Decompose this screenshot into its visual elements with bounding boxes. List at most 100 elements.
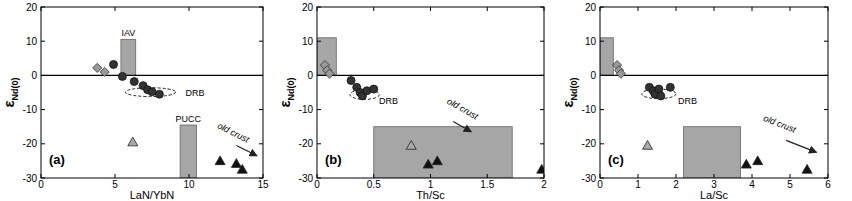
y-tick-label: -10 [582,104,597,115]
region-label: IAV [121,28,135,38]
y-tick-label: 20 [302,2,314,13]
y-tick [317,75,321,76]
point [325,69,334,78]
y-tick [540,143,544,144]
point [130,78,138,86]
region [180,125,196,178]
panel: 051015-30-20-1001020LaN/YbNεNd(0)(a)IAVP… [0,2,269,201]
y-axis-label: εNd(0) [0,77,20,107]
x-tick-label: 0.5 [367,179,381,190]
y-tick [317,109,321,110]
y-axis-label: εNd(0) [276,77,296,107]
point [118,72,126,80]
y-tick-label: -20 [299,138,314,149]
point [128,137,138,146]
x-tick [752,174,753,178]
ellipse-label: DRB [379,96,398,106]
point [155,90,163,98]
figure: 051015-30-20-1001020LaN/YbNεNd(0)(a)IAVP… [0,0,852,201]
y-tick-label: 0 [307,70,313,81]
point [643,141,653,150]
y-tick-label: -10 [23,104,38,115]
y-tick [259,75,263,76]
x-tick-label: 1.5 [480,179,494,190]
y-tick [824,178,828,179]
y-tick-label: -30 [23,173,38,184]
x-tick-label: 2 [673,179,679,190]
x-tick [828,174,829,178]
x-tick-label: 4 [749,179,755,190]
x-tick [373,174,374,178]
y-axis-label-part: ε [0,100,17,107]
y-tick-label: -20 [582,138,597,149]
frame [41,7,263,178]
x-tick [790,174,791,178]
arrow [236,146,257,156]
y-axis-label-part: Nd(0) [286,77,296,100]
y-tick [824,41,828,42]
panel: 00.511.52-30-20-1001020Th/ScεNd(0)(b)DRB… [276,2,547,201]
y-tick [41,75,45,76]
x-tick [676,174,677,178]
point [432,156,442,165]
y-tick-label: 10 [302,36,314,47]
x-tick-label: 0 [38,179,44,190]
y-tick [540,75,544,76]
ellipse-label: DRB [185,88,204,98]
x-tick [189,174,190,178]
arrow [786,140,816,152]
series [93,63,110,76]
y-tick-label: -30 [299,173,314,184]
series [645,83,674,100]
y-axis-label-part: ε [276,100,293,107]
x-tick [487,174,488,178]
series [643,141,653,150]
x-tick [373,7,374,11]
y-tick [540,178,544,179]
y-tick [824,143,828,144]
point [100,67,109,76]
y-tick [259,41,263,42]
y-tick [259,7,263,8]
x-tick [41,7,42,11]
arrow [453,122,471,132]
x-axis-label: La/Sc [700,189,729,201]
y-tick [600,109,604,110]
y-tick [540,7,544,8]
x-tick [189,7,190,11]
region [600,38,613,76]
x-tick [430,174,431,178]
x-tick-label: 2 [541,179,547,190]
point [802,164,812,173]
point [753,156,763,165]
region [317,38,336,76]
y-tick-label: 20 [585,2,597,13]
x-tick [790,7,791,11]
series [215,156,247,173]
y-tick [259,143,263,144]
point [616,69,625,78]
x-tick [638,174,639,178]
x-tick [544,174,545,178]
series [741,156,812,173]
series [347,77,378,100]
point [657,92,665,100]
y-tick [824,109,828,110]
point [537,164,544,173]
x-tick [317,7,318,11]
annotation: old crust [762,113,798,135]
x-tick-label: 0 [314,179,320,190]
y-tick [317,178,321,179]
x-tick [600,7,601,11]
y-tick [41,41,45,42]
plot-area [600,38,828,178]
point [741,159,751,168]
y-tick [41,7,45,8]
y-tick [540,41,544,42]
x-tick [263,174,264,178]
y-tick [41,178,45,179]
panel: 0123456-30-20-1001020La/ScεNd(0)(c)DRBol… [559,2,831,201]
point [148,88,156,96]
y-axis-label-part: Nd(0) [569,77,579,100]
y-tick [41,109,45,110]
